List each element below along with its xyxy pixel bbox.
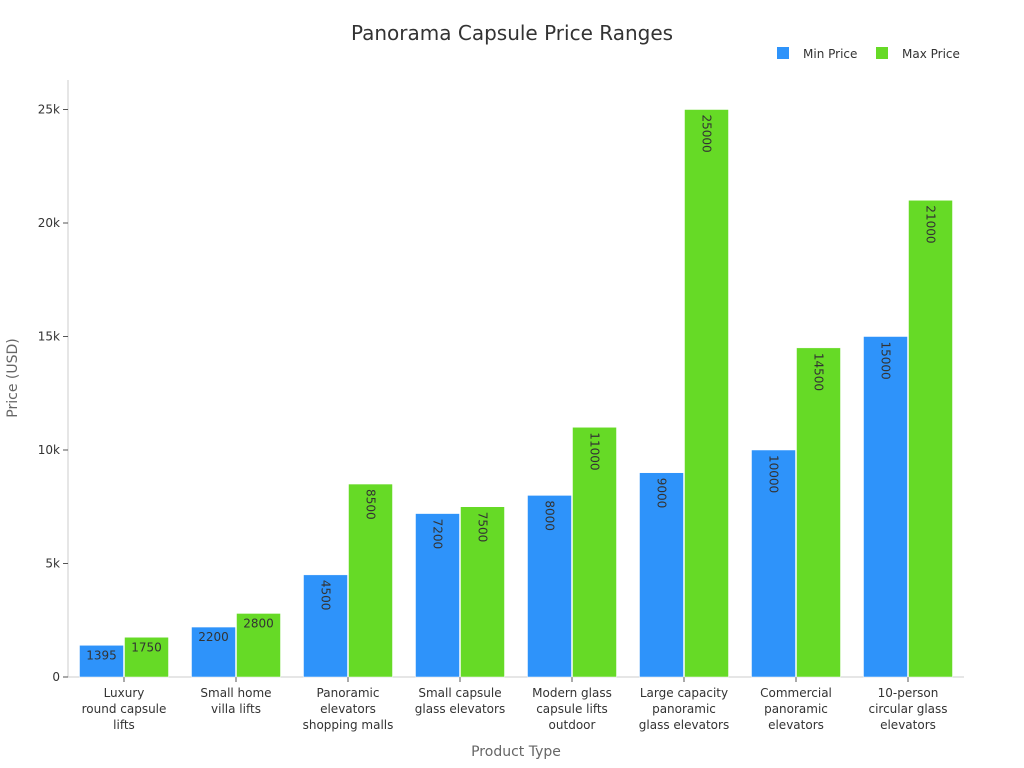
bar-max-price	[348, 483, 393, 678]
x-tick-label: Small capsule glass elevators	[415, 686, 505, 716]
legend-label-max: Max Price	[902, 47, 960, 61]
x-tick-label-line: Large capacity	[640, 686, 728, 700]
data-label: 10000	[767, 455, 781, 493]
x-tick-label: Commercial panoramic elevators	[760, 686, 832, 732]
x-tick-label-line: round capsule	[82, 702, 167, 716]
x-tick-label-line: circular glass	[868, 702, 947, 716]
x-tick-label: Large capacity panoramic glass elevators	[639, 686, 729, 732]
bar-min-price	[527, 495, 572, 678]
x-tick-label-line: Small capsule	[418, 686, 501, 700]
x-tick-label-line: elevators	[768, 718, 824, 732]
x-tick-label-line: lifts	[113, 718, 135, 732]
legend-swatch-max	[876, 47, 888, 59]
x-tick-label: Panoramic elevators shopping malls	[303, 686, 394, 732]
x-tick-label-line: Commercial	[760, 686, 832, 700]
data-label: 9000	[655, 478, 669, 509]
legend-label-min: Min Price	[803, 47, 857, 61]
x-tick-label: Small home villa lifts	[200, 686, 271, 716]
data-label: 14500	[812, 353, 826, 391]
y-tick-label: 25k	[38, 103, 60, 117]
y-tick-label: 0	[52, 670, 60, 684]
bar-min-price	[79, 645, 124, 678]
bar-max-price	[236, 613, 281, 678]
x-tick-label-line: panoramic	[764, 702, 828, 716]
data-label: 2800	[243, 616, 274, 630]
data-label: 8000	[543, 500, 557, 531]
x-tick-label-line: Modern glass	[532, 686, 612, 700]
x-tick-label: Luxury round capsule lifts	[82, 686, 167, 732]
bar-min-price	[751, 449, 796, 678]
x-tick-label-line: panoramic	[652, 702, 716, 716]
x-tick-label-line: Luxury	[104, 686, 145, 700]
y-tick-label: 10k	[38, 443, 60, 457]
y-axis: 0 5k 10k 15k 20k 25k	[38, 80, 69, 684]
x-tick-label-line: elevators	[320, 702, 376, 716]
x-tick-label-line: shopping malls	[303, 718, 394, 732]
x-axis-title: Product Type	[471, 744, 561, 760]
data-label: 15000	[879, 342, 893, 380]
x-tick-label-line: elevators	[880, 718, 936, 732]
x-tick-label: 10-person circular glass elevators	[868, 686, 947, 732]
x-tick-label-line: glass elevators	[639, 718, 729, 732]
y-axis-title: Price (USD)	[5, 338, 21, 417]
bar-max-price	[684, 109, 729, 678]
bar-max-price	[908, 200, 953, 678]
x-tick-label-line: Panoramic	[317, 686, 380, 700]
x-tick-label-line: villa lifts	[211, 702, 261, 716]
x-tick-label-line: capsule lifts	[536, 702, 608, 716]
data-label: 8500	[364, 489, 378, 520]
data-label: 1750	[131, 640, 162, 654]
y-tick-label: 20k	[38, 216, 60, 230]
data-label: 7200	[431, 519, 445, 550]
data-label: 2200	[198, 630, 229, 644]
legend-swatch-min	[777, 47, 789, 59]
x-tick-label-line: 10-person	[878, 686, 939, 700]
data-label: 4500	[319, 580, 333, 611]
bar-min-price	[863, 336, 908, 678]
bar-min-price	[639, 472, 684, 678]
data-labels: 1395 1750 2200 2800 4500 8500 7200 7500 8000 1100…	[86, 115, 937, 663]
bar-max-price	[572, 427, 617, 678]
x-tick-label-line: outdoor	[549, 718, 596, 732]
data-label: 7500	[476, 512, 490, 543]
x-axis: Luxury round capsule lifts Small home villa …	[68, 676, 964, 732]
bar-max-price	[460, 506, 505, 678]
bars	[79, 109, 953, 678]
bar-min-price	[415, 513, 460, 678]
bar-max-price	[796, 347, 841, 678]
legend: Min Price Max Price	[777, 47, 960, 61]
x-tick-label-line: glass elevators	[415, 702, 505, 716]
x-tick-label-line: Small home	[200, 686, 271, 700]
bar-min-price	[303, 574, 348, 678]
y-tick-label: 5k	[45, 557, 60, 571]
x-tick-label: Modern glass capsule lifts outdoor	[532, 686, 612, 732]
data-label: 25000	[700, 115, 714, 153]
y-tick-label: 15k	[38, 330, 60, 344]
data-label: 21000	[924, 205, 938, 243]
data-label: 1395	[86, 648, 117, 662]
bar-min-price	[191, 626, 236, 678]
bar-max-price	[124, 637, 169, 678]
data-label: 11000	[588, 432, 602, 470]
chart-title: Panorama Capsule Price Ranges	[351, 21, 673, 45]
